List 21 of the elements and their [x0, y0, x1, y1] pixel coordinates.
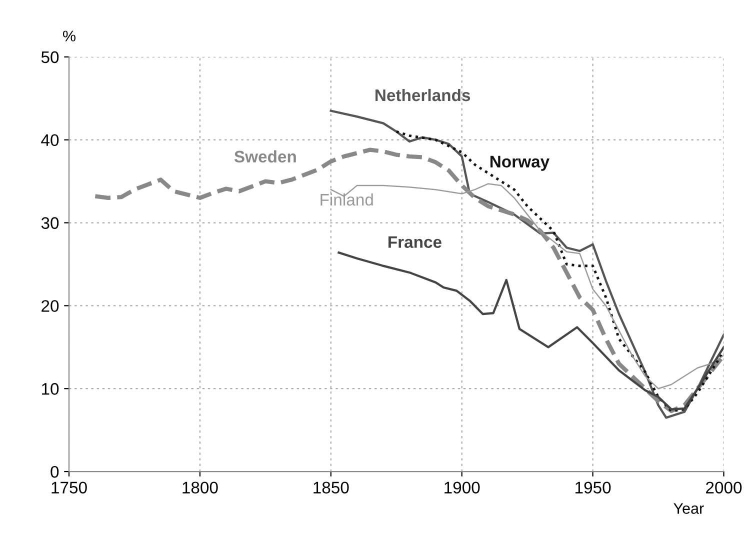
series-label: Norway	[490, 156, 550, 171]
series-label: Netherlands	[376, 88, 470, 102]
line-series	[338, 252, 724, 410]
y-axis-title: %	[62, 30, 76, 42]
y-tick-label: 10	[42, 383, 59, 395]
x-tick-label: 1800	[182, 482, 218, 494]
x-tick-label: 1900	[444, 482, 480, 494]
y-tick-label: 30	[41, 217, 59, 229]
y-tick-label: 0	[50, 466, 59, 478]
y-tick-label: 50	[41, 51, 59, 64]
x-tick-label: 1950	[576, 482, 611, 494]
series-label: Sweden	[234, 150, 296, 163]
series-label: Finland	[320, 193, 373, 206]
y-tick-label: 20	[42, 300, 59, 312]
x-tick-label: 2000	[706, 482, 742, 494]
series-label: France	[388, 236, 442, 248]
x-axis-title: Year	[674, 503, 704, 514]
y-tick-label: 40	[41, 134, 59, 146]
x-tick-label: 1750	[52, 482, 87, 494]
x-tick-label: 1850	[314, 482, 349, 494]
line-series	[93, 148, 724, 414]
